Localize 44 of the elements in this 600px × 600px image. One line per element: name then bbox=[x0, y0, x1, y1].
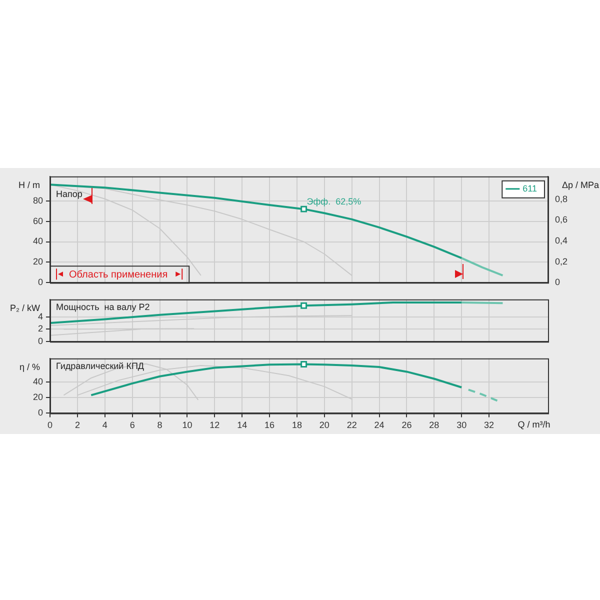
x-tick-label: 14 bbox=[237, 420, 248, 430]
x-tick-label: 32 bbox=[484, 420, 494, 430]
x-tick-label: 16 bbox=[264, 420, 275, 430]
y2-tick-label: 0,2 bbox=[555, 256, 568, 266]
y-axis-title: H / m bbox=[18, 180, 40, 190]
legend-label: 611 bbox=[522, 183, 538, 194]
x-tick-label: 8 bbox=[157, 420, 162, 430]
x-tick-label: 22 bbox=[346, 420, 357, 430]
annotation: Эфф. 62,5% bbox=[306, 196, 362, 207]
x-tick-label: 2 bbox=[74, 420, 80, 430]
y-tick-label: 0 bbox=[38, 408, 43, 418]
x-tick-label: 0 bbox=[47, 420, 53, 430]
y2-tick-label: 0 bbox=[555, 277, 560, 288]
y-tick-label: 20 bbox=[32, 392, 43, 402]
y2-axis-title: Δp / MPa bbox=[562, 180, 600, 190]
x-tick-label: 6 bbox=[130, 420, 135, 430]
annotation: Гидравлический КПД bbox=[56, 360, 144, 371]
y-tick-label: 60 bbox=[32, 216, 43, 226]
y2-tick-label: 0,8 bbox=[555, 194, 568, 204]
x-tick-label: 26 bbox=[402, 420, 412, 430]
annotation: Напор bbox=[56, 188, 82, 199]
x-tick-label: 30 bbox=[456, 420, 467, 430]
y-tick-label: 40 bbox=[32, 376, 43, 386]
y-tick-label: 0 bbox=[38, 277, 43, 288]
y-tick-label: 4 bbox=[38, 311, 43, 322]
y-tick-label: 0 bbox=[38, 336, 43, 346]
annotation: Мощность на валу P2 bbox=[56, 302, 150, 312]
y-axis-title: η / % bbox=[19, 362, 40, 372]
x-axis-title: Q / m³/h bbox=[518, 420, 550, 430]
annotation: Область применения bbox=[69, 269, 168, 280]
x-tick-label: 20 bbox=[319, 420, 330, 430]
x-tick-label: 12 bbox=[210, 420, 220, 430]
x-tick-label: 18 bbox=[292, 420, 302, 430]
x-tick-label: 4 bbox=[102, 420, 108, 430]
y-tick-label: 80 bbox=[32, 195, 43, 206]
y2-tick-label: 0,6 bbox=[555, 214, 568, 225]
y-axis-title: P₂ / kW bbox=[10, 302, 40, 313]
x-tick-label: 28 bbox=[429, 420, 440, 430]
y-tick-label: 2 bbox=[38, 324, 43, 334]
x-tick-label: 24 bbox=[374, 420, 384, 430]
y2-tick-label: 0,4 bbox=[555, 235, 568, 246]
y-tick-label: 20 bbox=[32, 256, 43, 267]
y-tick-label: 40 bbox=[32, 236, 43, 246]
x-tick-label: 10 bbox=[182, 420, 192, 430]
